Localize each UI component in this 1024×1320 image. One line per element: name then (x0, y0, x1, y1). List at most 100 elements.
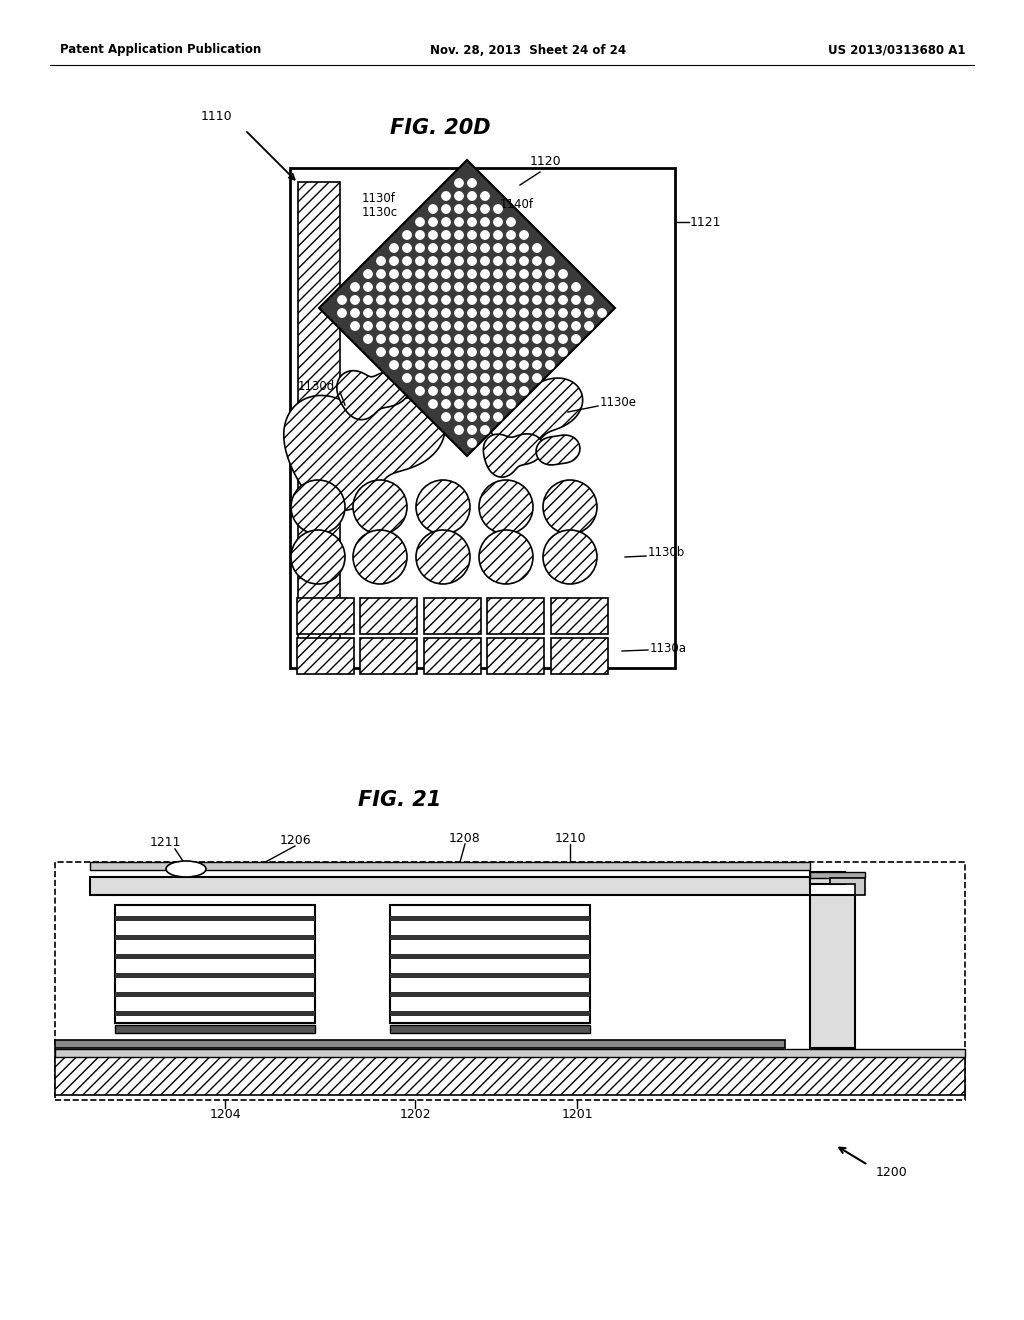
Circle shape (468, 282, 476, 292)
Circle shape (455, 360, 463, 370)
Circle shape (364, 296, 372, 304)
Polygon shape (483, 434, 544, 477)
Circle shape (559, 309, 567, 317)
Circle shape (507, 347, 515, 356)
Circle shape (441, 347, 451, 356)
Circle shape (377, 257, 385, 265)
Circle shape (468, 269, 476, 279)
Text: 1200: 1200 (876, 1166, 907, 1179)
Circle shape (441, 257, 451, 265)
Bar (487, 638, 544, 675)
Bar (390, 935, 590, 940)
Circle shape (390, 360, 398, 370)
Circle shape (455, 387, 463, 395)
Bar (55, 1055, 965, 1096)
Circle shape (441, 374, 451, 383)
Circle shape (494, 322, 502, 330)
Circle shape (481, 360, 489, 370)
Circle shape (479, 480, 534, 535)
Polygon shape (481, 378, 583, 451)
Circle shape (559, 335, 567, 343)
Circle shape (429, 400, 437, 408)
Circle shape (468, 400, 476, 408)
Text: 1208: 1208 (450, 832, 481, 845)
Circle shape (416, 374, 424, 383)
Bar (551, 598, 608, 634)
Circle shape (364, 335, 372, 343)
Circle shape (416, 360, 424, 370)
Circle shape (455, 269, 463, 279)
Circle shape (455, 205, 463, 214)
Circle shape (291, 531, 345, 583)
Circle shape (481, 400, 489, 408)
Circle shape (481, 191, 489, 201)
Circle shape (416, 309, 424, 317)
Circle shape (468, 335, 476, 343)
Bar (810, 873, 865, 878)
Circle shape (351, 309, 359, 317)
Circle shape (507, 387, 515, 395)
Circle shape (598, 309, 606, 317)
Circle shape (402, 231, 412, 239)
Circle shape (543, 531, 597, 583)
Circle shape (402, 374, 412, 383)
Circle shape (481, 218, 489, 226)
Bar (487, 598, 544, 634)
Bar (115, 954, 315, 960)
Circle shape (441, 244, 451, 252)
Circle shape (494, 387, 502, 395)
Bar (115, 935, 315, 940)
Circle shape (364, 282, 372, 292)
Circle shape (481, 282, 489, 292)
Polygon shape (537, 436, 580, 465)
Circle shape (402, 269, 412, 279)
Circle shape (416, 480, 470, 535)
Circle shape (364, 269, 372, 279)
Bar (551, 638, 608, 675)
Circle shape (455, 191, 463, 201)
Circle shape (494, 374, 502, 383)
Circle shape (494, 244, 502, 252)
Circle shape (494, 269, 502, 279)
Circle shape (520, 360, 528, 370)
Circle shape (441, 309, 451, 317)
Bar (297, 598, 354, 634)
Circle shape (377, 269, 385, 279)
Circle shape (481, 257, 489, 265)
Text: US 2013/0313680 A1: US 2013/0313680 A1 (827, 44, 965, 57)
Text: 1130d: 1130d (298, 380, 335, 392)
Circle shape (441, 282, 451, 292)
Circle shape (532, 374, 542, 383)
Bar (298, 182, 340, 649)
Circle shape (481, 244, 489, 252)
Circle shape (532, 269, 542, 279)
Bar (55, 1040, 785, 1048)
Bar (90, 876, 810, 895)
Bar (424, 638, 481, 675)
Circle shape (402, 296, 412, 304)
Circle shape (416, 269, 424, 279)
Circle shape (532, 296, 542, 304)
Circle shape (390, 309, 398, 317)
Circle shape (481, 269, 489, 279)
Circle shape (468, 205, 476, 214)
Circle shape (455, 374, 463, 383)
Bar (290, 168, 675, 668)
Circle shape (351, 296, 359, 304)
Circle shape (429, 322, 437, 330)
Circle shape (494, 413, 502, 421)
Circle shape (559, 282, 567, 292)
Circle shape (468, 218, 476, 226)
Circle shape (351, 282, 359, 292)
Circle shape (416, 244, 424, 252)
Circle shape (520, 309, 528, 317)
Text: 1130f: 1130f (362, 191, 396, 205)
Circle shape (351, 322, 359, 330)
Circle shape (520, 282, 528, 292)
Circle shape (507, 400, 515, 408)
Circle shape (481, 205, 489, 214)
Circle shape (416, 218, 424, 226)
Bar (810, 873, 845, 884)
Circle shape (468, 413, 476, 421)
Text: 1210: 1210 (554, 832, 586, 845)
